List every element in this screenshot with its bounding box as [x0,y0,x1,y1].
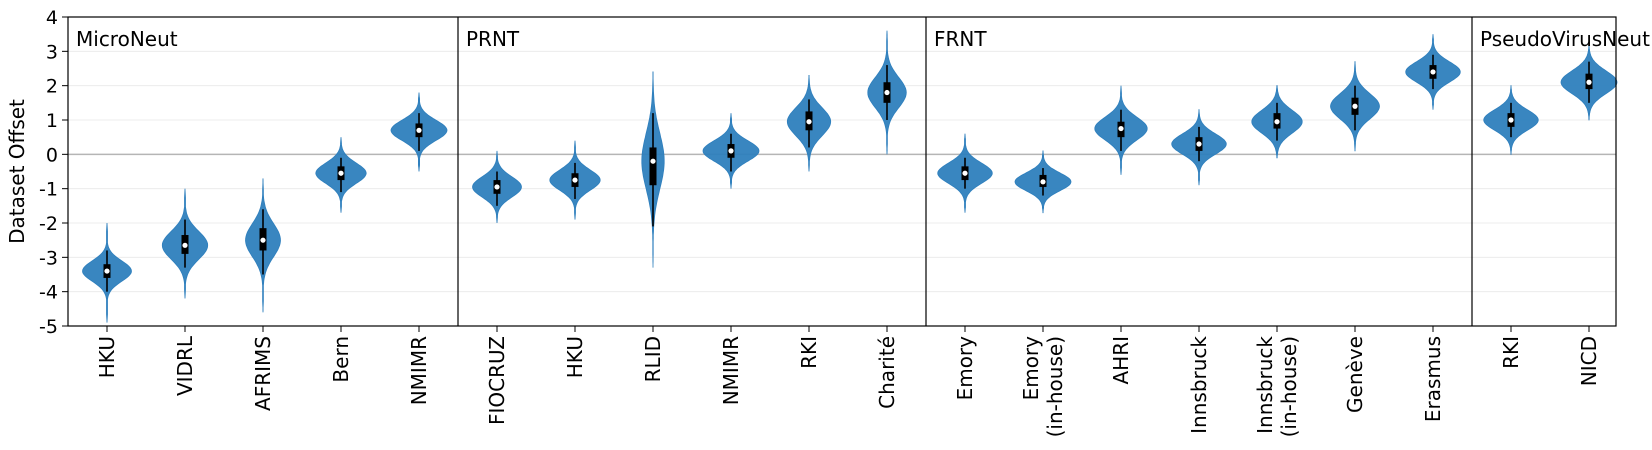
x-tick-label: Genève [1343,336,1367,413]
x-tick-label: VIDRL [173,335,197,396]
plot-frame [67,16,1617,327]
violin-median-marker [650,158,656,164]
y-tick-label: 2 [46,76,58,98]
group-dividers [457,17,1473,326]
y-tick-label: 1 [46,110,58,132]
group-label: PRNT [466,27,520,51]
y-tick-label: -4 [39,282,58,304]
x-tick-label: AHRI [1109,336,1133,385]
y-tick-label: -2 [39,213,58,235]
y-axis-ticks: 4 3 2 1 0 -1 -2 -3 -4 -5 [39,7,68,338]
x-tick-label: RKI [1499,336,1523,369]
violin-median-marker [338,170,344,176]
violin-median-marker [1430,69,1436,75]
violin-median-marker [416,127,422,133]
y-tick-label: 4 [46,7,58,29]
violin-median-marker [1196,141,1202,147]
grid-lines [68,16,1616,327]
violin-median-marker [572,177,578,183]
y-tick-label: 0 [46,144,58,166]
x-tick-label: AFRIMS [251,336,275,411]
violin-median-marker [1040,179,1046,185]
x-tick-label: FIOCRUZ [485,336,509,425]
x-tick-label: Emory [1019,336,1043,401]
violin-median-marker [962,170,968,176]
violin-median-marker [728,148,734,154]
x-tick-label: NMIMR [407,336,431,405]
violin-iqr-box [649,147,657,186]
violin-median-marker [1118,125,1124,132]
y-tick-label: -3 [39,247,58,269]
violin-median-marker [494,184,500,190]
x-tick-label: RLID [641,336,665,382]
x-tick-label: Charité [875,336,899,409]
violin-median-marker [1508,117,1514,123]
x-axis-ticks: HKU VIDRL AFRIMS Bern NMIMR FIOCRUZ HKU RLID NMI… [95,326,1601,437]
group-labels: MicroNeut PRNT FRNT PseudoVirusNeut [76,27,1650,51]
x-tick-label: (in-house) [1043,336,1067,437]
violin-median-marker [884,89,890,96]
x-tick-label: Erasmus [1421,336,1445,422]
y-tick-label: -1 [39,179,58,201]
violin-median-marker [104,268,110,274]
x-tick-label: Bern [329,336,353,383]
y-axis-title: Dataset Offset [5,99,29,244]
group-label: PseudoVirusNeut [1480,27,1650,51]
y-tick-label: -5 [39,316,58,338]
x-tick-label: NMIMR [719,336,743,405]
x-tick-label: RKI [797,336,821,369]
group-label: FRNT [934,27,987,51]
violin-median-marker [260,237,266,243]
x-tick-label: Innsbruck [1253,336,1277,434]
group-label: MicroNeut [76,27,178,51]
violin-median-marker [806,119,812,125]
violin-median-marker [1274,119,1280,125]
x-tick-label: Emory [953,336,977,401]
x-tick-label: Innsbruck [1187,336,1211,434]
x-tick-label: HKU [563,336,587,378]
violins [82,30,1618,323]
violin-median-marker [1352,103,1358,109]
x-tick-label: HKU [95,336,119,378]
violin-median-marker [1586,79,1592,85]
violin-median-marker [182,242,188,248]
x-tick-label: (in-house) [1277,336,1301,437]
x-tick-label: NICD [1577,336,1601,386]
y-tick-label: 3 [46,41,58,63]
